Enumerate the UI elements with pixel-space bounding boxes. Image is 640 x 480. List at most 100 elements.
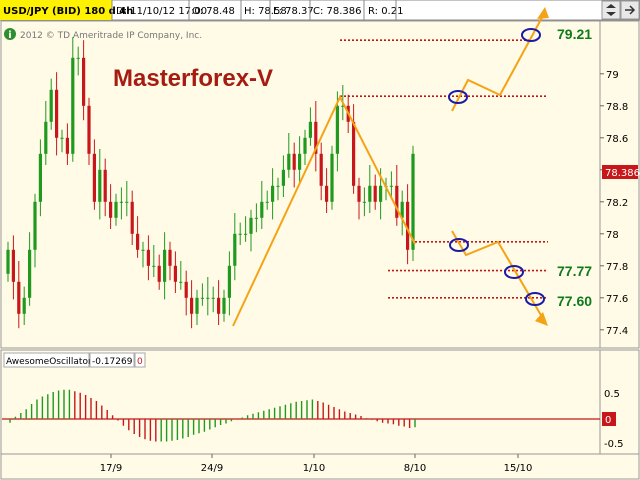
candle-body <box>211 297 215 299</box>
candle-body <box>136 233 140 250</box>
candle-body <box>330 153 334 202</box>
candle-body <box>308 121 312 138</box>
price-tick-label: 78.6 <box>606 134 628 145</box>
candle-body <box>125 201 129 203</box>
candle-body <box>179 281 183 283</box>
candle-body <box>325 185 329 202</box>
watermark-text: Masterforex-V <box>113 65 273 92</box>
candle-body <box>265 201 269 203</box>
candle-body <box>184 281 188 298</box>
candle-body <box>319 153 323 186</box>
candle-body <box>292 153 296 170</box>
candle-body <box>400 201 404 218</box>
candle-body <box>260 201 264 218</box>
candle-body <box>233 233 237 266</box>
header-arrows-icon[interactable] <box>601 0 640 20</box>
candle-body <box>114 201 118 218</box>
candle-body <box>173 265 177 282</box>
candle-body <box>195 297 199 314</box>
price-tag-bg <box>602 165 638 179</box>
time-tick-label: 15/10 <box>504 463 533 474</box>
candle-body <box>357 185 361 202</box>
candle-body <box>92 153 96 202</box>
level-label-2: 77.77 <box>557 263 592 279</box>
time-tick-label: 1/10 <box>303 463 325 474</box>
candle-body <box>141 249 145 251</box>
osc-zero-tag: 0 <box>605 415 611 426</box>
header-close: C: 78.386 <box>313 6 362 17</box>
osc-zero-tag-bg <box>602 412 616 426</box>
price-tick-label: 78.2 <box>606 198 628 209</box>
oscillator-extra: 0 <box>137 357 143 367</box>
candle-body <box>190 297 194 314</box>
candle-body <box>389 185 393 187</box>
candle-body <box>98 169 102 202</box>
price-pane[interactable] <box>0 20 601 349</box>
candle-body <box>11 249 15 282</box>
candle-body <box>379 185 383 202</box>
time-axis <box>0 453 640 480</box>
target-marker <box>448 90 468 104</box>
arrow-down-icon <box>535 312 548 326</box>
candle-body <box>109 201 113 218</box>
candle-body <box>303 137 307 154</box>
candle-body <box>28 249 32 298</box>
info-icon[interactable]: i <box>4 28 16 41</box>
candle-body <box>146 249 150 266</box>
projection-down-line <box>451 230 546 323</box>
candle-body <box>103 169 107 202</box>
candle-body <box>22 297 26 314</box>
header-range: R: 0.21 <box>368 6 403 17</box>
level-label-3: 77.60 <box>557 293 592 309</box>
candle-body <box>163 249 167 282</box>
header-low: L: 78.37 <box>273 6 314 17</box>
candle-body <box>6 249 10 274</box>
candle-body <box>206 297 210 299</box>
time-tick-label: 8/10 <box>404 463 426 474</box>
oscillator-value: -0.17269 <box>92 357 133 367</box>
candle-body <box>362 201 366 203</box>
candle-body <box>217 297 221 314</box>
candle-body <box>287 153 291 170</box>
svg-text:i: i <box>8 30 11 41</box>
time-tick-label: 24/9 <box>201 463 223 474</box>
header-date: D: 11/10/12 17:00 <box>116 6 207 17</box>
candle-body <box>71 57 75 154</box>
osc-tick-neg-0.5: -0.5 <box>604 439 624 450</box>
candle-body <box>298 153 302 170</box>
candle-body <box>281 169 285 186</box>
header-open: O: 78.48 <box>192 6 235 17</box>
candle-body <box>152 265 156 267</box>
oscillator-axis <box>599 349 640 455</box>
candle-body <box>82 57 86 106</box>
target-marker <box>525 292 545 306</box>
price-tick-label: 79 <box>606 70 619 81</box>
candle-body <box>76 57 80 59</box>
candle-body <box>249 217 253 234</box>
candle-body <box>55 89 59 138</box>
header-high: H: 78.58 <box>244 6 287 17</box>
level-label-1: 79.21 <box>557 26 592 42</box>
candle-body <box>276 185 280 187</box>
candle-body <box>314 121 318 154</box>
candle-body <box>87 105 91 154</box>
header-bar <box>0 0 640 21</box>
candle-body <box>406 201 410 250</box>
candle-body <box>168 249 172 266</box>
candle-body <box>341 105 345 107</box>
candle-body <box>44 121 48 154</box>
candle-body <box>373 185 377 202</box>
candle-body <box>244 233 248 235</box>
candle-body <box>157 265 161 282</box>
wave-pattern-line <box>232 94 416 327</box>
candle-body <box>411 153 415 250</box>
copyright-text: 2012 © TD Ameritrade IP Company, Inc. <box>20 31 202 41</box>
candle-body <box>395 185 399 218</box>
price-axis <box>599 20 640 349</box>
candle-body <box>352 121 356 186</box>
price-tick-label: 78.8 <box>606 102 628 113</box>
oscillator-name: AwesomeOscillator <box>6 357 92 367</box>
candle-body <box>33 201 37 250</box>
